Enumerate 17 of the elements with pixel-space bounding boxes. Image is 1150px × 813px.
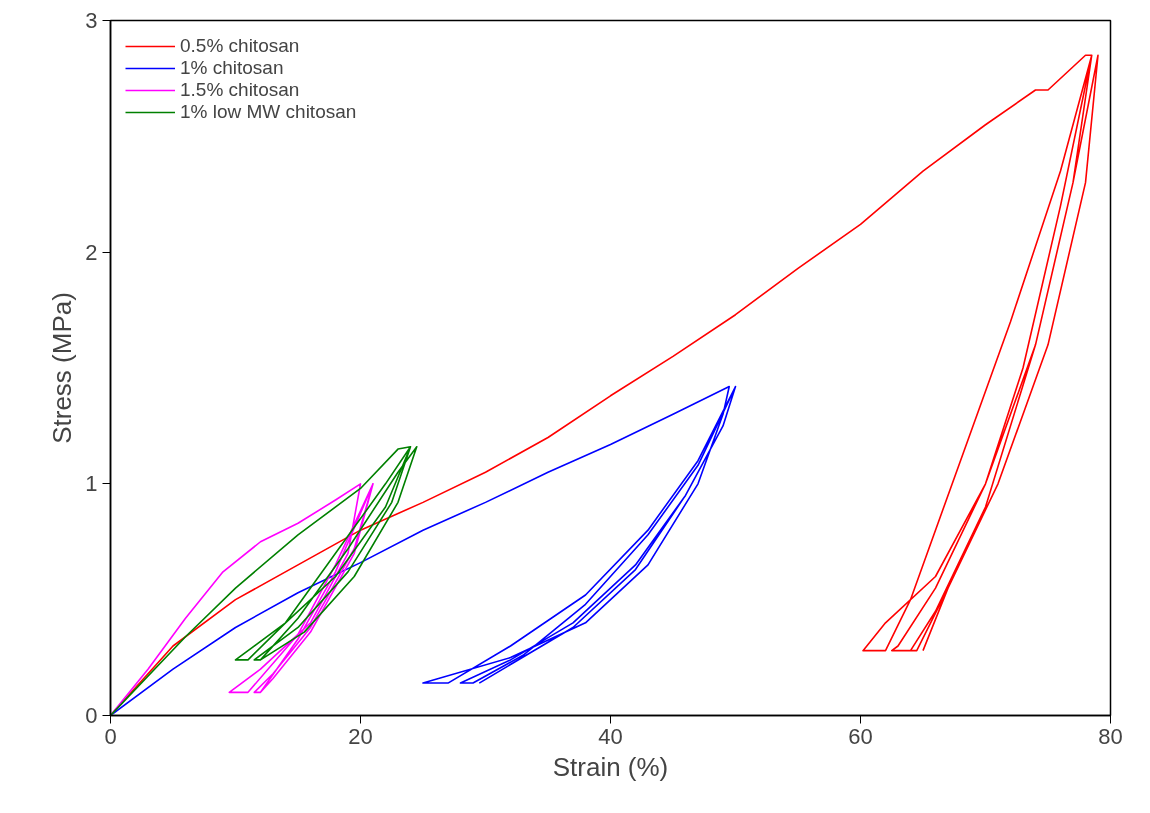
x-tick-label: 80 <box>1098 723 1123 749</box>
x-tick-label: 60 <box>848 723 873 749</box>
x-tick-label: 40 <box>598 723 623 749</box>
y-axis-title: Stress (MPa) <box>47 292 78 444</box>
line-series <box>110 445 418 716</box>
x-tick-label: 20 <box>348 723 373 749</box>
x-tick-label: 0 <box>104 723 117 749</box>
legend-label: 1% low MW chitosan <box>180 101 357 123</box>
legend-label: 0.5% chitosan <box>180 35 300 57</box>
legend-label: 1% chitosan <box>180 57 284 79</box>
legend-label: 1.5% chitosan <box>180 79 300 101</box>
x-axis-title: Strain (%) <box>552 751 669 782</box>
y-tick-label: 3 <box>85 8 98 33</box>
line-series <box>110 385 737 716</box>
y-tick-label: 2 <box>85 239 98 265</box>
y-tick-label: 0 <box>85 703 98 728</box>
y-tick-label: 1 <box>85 471 98 497</box>
